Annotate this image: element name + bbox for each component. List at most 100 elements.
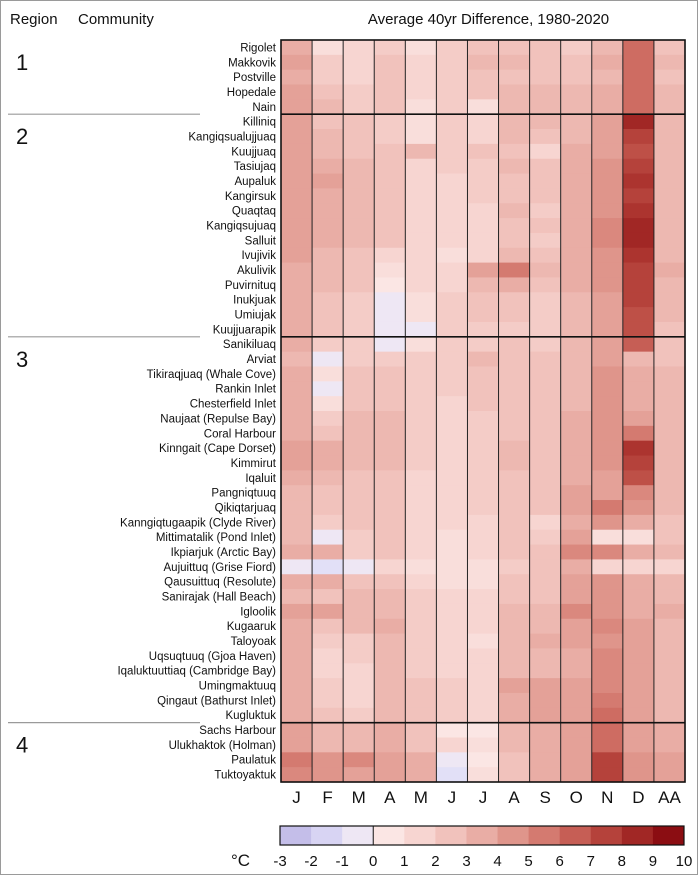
heatmap-cell [498,589,531,605]
heatmap-cell [529,425,562,442]
heatmap-cell [560,722,593,739]
heatmap-cell [467,470,500,486]
heatmap-cell [436,188,469,204]
heatmap-cell [436,173,469,189]
heatmap-cell [343,514,375,531]
heatmap-cell [343,752,375,768]
heatmap-cell [405,425,437,442]
heatmap-cell [591,40,624,56]
heatmap-cell [312,232,344,249]
heatmap-cell [467,663,500,679]
heatmap-cell [560,292,593,308]
heatmap-cell [591,262,624,279]
community-label: Pangniqtuuq [211,488,276,500]
month-label: J [292,788,301,807]
heatmap-cell [591,396,624,412]
heatmap-cell [529,574,562,590]
heatmap-cell [312,529,344,546]
heatmap-cell [312,84,344,100]
heatmap-cell [467,381,500,397]
heatmap-cell [560,678,593,694]
heatmap-cell [529,514,562,531]
heatmap-cell [467,129,500,145]
heatmap-cell [374,396,406,412]
heatmap-cell [653,514,686,531]
heatmap-cell [312,40,344,56]
heatmap-cell [343,40,375,56]
heatmap-cell [653,143,686,160]
heatmap-cell [281,84,313,100]
heatmap-cell [281,366,313,382]
heatmap-cell [436,366,469,382]
heatmap-cell [374,589,406,605]
heatmap-cell [374,129,406,145]
heatmap-cell [374,663,406,679]
heatmap-cell [281,173,313,189]
heatmap-cell [405,514,437,531]
heatmap-cell [405,292,437,308]
heatmap-cell [622,292,655,308]
heatmap-cell [653,440,686,457]
community-label: Ivujivik [241,250,276,262]
heatmap-cell [436,663,469,679]
heatmap-cell [591,559,624,575]
heatmap-cell [405,500,437,516]
heatmap-cell [560,307,593,323]
heatmap-cell [653,40,686,56]
heatmap-cell [498,277,531,293]
heatmap-cell [529,618,562,635]
heatmap-cell [498,321,531,338]
heatmap-cell [560,707,593,724]
heatmap-cell [560,767,593,783]
heatmap-cell [467,752,500,768]
heatmap-cell [281,633,313,650]
heatmap-cell [560,455,593,471]
heatmap-cell [436,277,469,293]
heatmap-cell [622,752,655,768]
heatmap-cell [405,321,437,338]
heatmap-cell [281,470,313,486]
heatmap-cell [529,173,562,189]
heatmap-cell [281,336,313,353]
heatmap-cell [529,500,562,516]
heatmap-cell [591,218,624,234]
month-label: O [570,788,583,807]
heatmap-cell [591,336,624,353]
heatmap-cell [343,381,375,397]
heatmap-cell [498,158,531,175]
heatmap-cell [281,767,313,783]
heatmap-cell [436,247,469,264]
heatmap-cell [405,529,437,546]
heatmap-cell [281,381,313,397]
community-label: Kanngiqtugaapik (Clyde River) [120,517,276,529]
heatmap-cell [467,262,500,279]
heatmap-cell [498,411,531,427]
community-label: Mittimatalik (Pond Inlet) [156,532,276,544]
heatmap-cell [529,633,562,650]
colorbar-swatch [590,826,623,845]
heatmap-cell [622,514,655,531]
heatmap-cell [405,173,437,189]
heatmap-cell [436,678,469,694]
heatmap-cell [498,143,531,160]
heatmap-cell [653,114,686,130]
heatmap-cell [622,277,655,293]
heatmap-cell [436,618,469,635]
heatmap-cell [529,767,562,783]
heatmap-cell [467,707,500,724]
heatmap-cell [374,158,406,175]
heatmap-cell [529,529,562,546]
heatmap-cell [374,203,406,219]
heatmap-cell [591,678,624,694]
heatmap-cell [343,455,375,471]
heatmap-cell [374,752,406,768]
heatmap-cell [591,158,624,175]
heatmap-cell [312,411,344,427]
heatmap-cell [281,559,313,575]
heatmap-cell [405,143,437,160]
heatmap-cell [374,722,406,739]
heatmap-cell [374,99,406,115]
heatmap-cell [467,529,500,546]
heatmap-cell [591,129,624,145]
heatmap-cell [281,574,313,590]
